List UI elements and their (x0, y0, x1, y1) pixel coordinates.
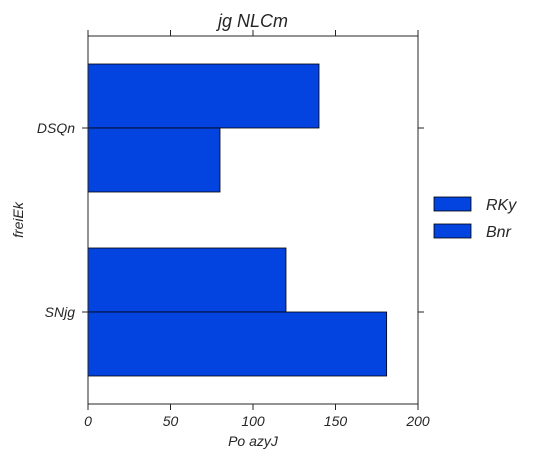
x-tick-label: 200 (405, 413, 430, 429)
y-tick-label: SNjg (45, 304, 76, 320)
x-axis-label: Po azyJ (228, 433, 279, 449)
legend: RKy Bnr (433, 196, 517, 241)
ticks-layer: DSQn SNjg 0 50 100 150 200 (37, 30, 430, 429)
y-axis-label: freiEk (10, 201, 26, 238)
legend-swatch-rky (433, 196, 472, 212)
legend-swatch-bnr (433, 223, 472, 239)
chart-title: jg NLCm (215, 11, 288, 31)
bar-bnr-snjg (87, 311, 388, 377)
x-tick-label: 150 (324, 413, 348, 429)
legend-label-bnr: Bnr (486, 224, 512, 241)
y-tick-label: DSQn (37, 120, 75, 136)
x-tick-label: 100 (241, 413, 265, 429)
bars-layer (87, 63, 388, 377)
bar-rky-snjg (87, 247, 287, 313)
legend-label-rky: RKy (486, 197, 517, 214)
bar-rky-dsqn (87, 63, 320, 129)
x-tick-label: 0 (84, 413, 92, 429)
x-tick-label: 50 (163, 413, 179, 429)
bar-bnr-dsqn (87, 127, 221, 193)
